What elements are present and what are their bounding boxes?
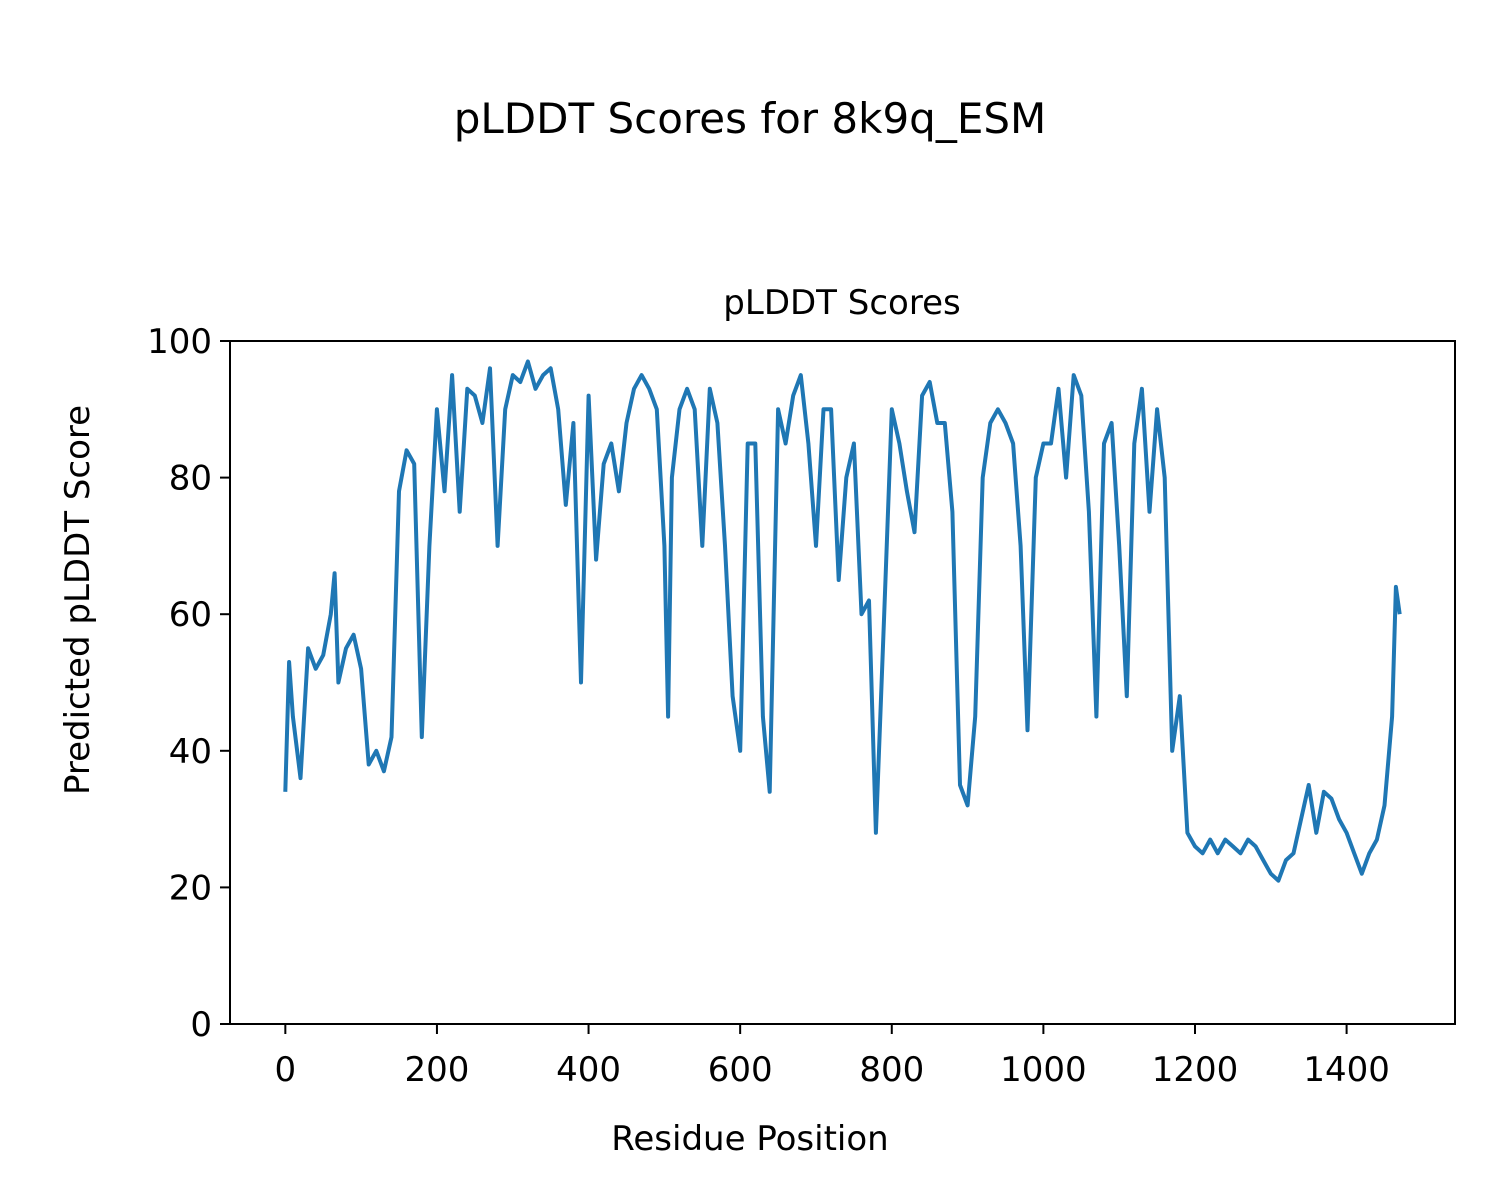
y-tick-label: 20 [169,868,212,908]
x-tick-label: 600 [708,1050,773,1090]
y-tick-label: 0 [190,1005,212,1045]
x-tick-label: 1200 [1152,1050,1239,1090]
x-tick-label: 1400 [1303,1050,1390,1090]
x-tick-label: 200 [404,1050,469,1090]
x-axis: 0 200 400 600 800 1000 1200 1400 [275,1024,1390,1090]
x-axis-label: Residue Position [611,1119,888,1159]
y-axis: 0 20 40 60 80 100 [147,322,230,1045]
y-axis-label: Predicted pLDDT Score [58,405,98,795]
x-tick-label: 1000 [1000,1050,1087,1090]
x-tick-label: 400 [556,1050,621,1090]
y-tick-label: 60 [169,595,212,635]
y-tick-label: 40 [169,732,212,772]
x-tick-label: 0 [275,1050,297,1090]
y-tick-label: 80 [169,459,212,499]
x-tick-label: 800 [859,1050,924,1090]
pldtt-series-line [283,359,1402,883]
plot-frame [229,340,1456,1025]
figure-title: pLDDT Scores for 8k9q_ESM [454,94,1047,143]
axes-title: pLDDT Scores [723,283,960,323]
y-tick-label: 100 [147,322,212,362]
